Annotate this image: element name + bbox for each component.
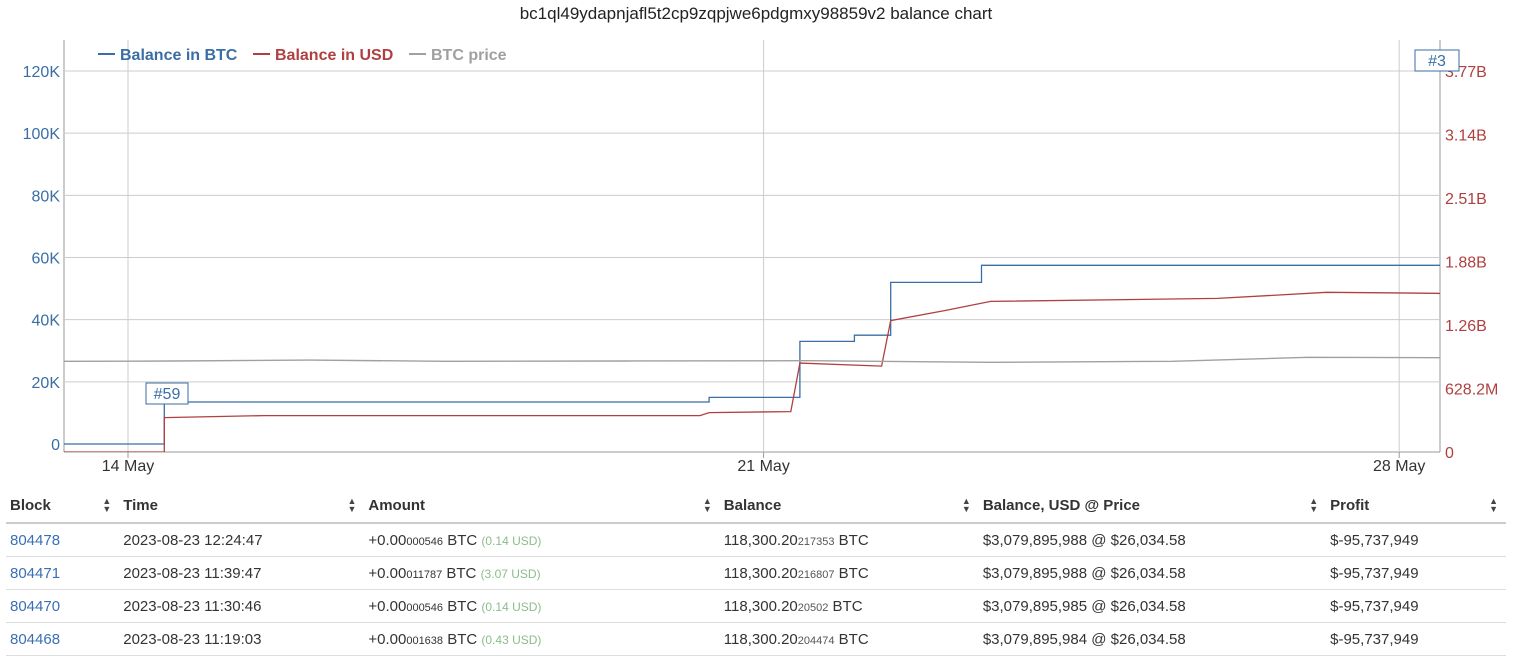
transactions-table: Block ▲ ▼ Time ▲ ▼ Amount ▲ ▼ Balance ▲ ▼ Balance, U…: [6, 488, 1506, 656]
left-tick-label: 120K: [23, 64, 61, 81]
block-link[interactable]: 804470: [10, 597, 61, 615]
table-row[interactable]: 804468 2023-08-23 11:19:03 +0.00001638 BTC…: [6, 622, 1506, 656]
sort-icon[interactable]: ▲ ▼: [702, 496, 712, 514]
left-tick-label: 60K: [32, 251, 61, 268]
column-header-label: Amount: [368, 496, 426, 514]
right-tick-label: 628.2M: [1445, 382, 1498, 399]
table-row[interactable]: 804478 2023-08-23 12:24:47 +0.00000546 BTC…: [6, 523, 1506, 557]
x-tick-label: 28 May: [1373, 458, 1425, 475]
left-tick-label: 80K: [32, 188, 61, 205]
block-link[interactable]: 804478: [10, 531, 61, 549]
balance-cell: 118,300.2020502 BTC: [719, 589, 979, 623]
column-header-label: Balance: [723, 496, 782, 514]
block-link[interactable]: 804471: [10, 564, 61, 582]
sort-icon[interactable]: ▲ ▼: [1309, 496, 1319, 514]
profit-cell: $-95,737,949: [1326, 622, 1506, 656]
block-link[interactable]: 804468: [10, 630, 61, 648]
chart-grid: [63, 40, 1441, 458]
right-tick-label: 2.51B: [1445, 191, 1487, 208]
profit-cell: $-95,737,949: [1326, 589, 1506, 623]
legend-item-balance-in-usd[interactable]: Balance in USD: [253, 47, 393, 64]
column-header-balance-usd-price[interactable]: Balance, USD @ Price ▲ ▼: [978, 488, 1327, 524]
time-cell: 2023-08-23 11:30:46: [119, 589, 365, 623]
balance-usd-cell: $3,079,895,985 @ $26,034.58: [978, 589, 1327, 623]
left-axis-ticks: 0 20K 40K 60K 80K 100K 120K: [23, 64, 61, 454]
left-tick-label: 100K: [23, 126, 61, 143]
table-body: 804478 2023-08-23 12:24:47 +0.00000546 BTC…: [6, 523, 1506, 656]
sort-icon[interactable]: ▲ ▼: [102, 496, 112, 514]
btc-price-line: [64, 356, 1440, 364]
table-row[interactable]: 804470 2023-08-23 11:30:46 +0.00000546 BTC…: [6, 589, 1506, 623]
annotation-label: #59: [154, 386, 181, 403]
chart-title: bc1ql49ydapnjafl5t2cp9zqpjwe6pdgmxy98859…: [519, 4, 993, 23]
balance-in-btc-line: [64, 264, 1440, 445]
x-tick-label: 14 May: [102, 458, 154, 475]
column-header-label: Profit: [1330, 496, 1370, 514]
chart-legend: Balance in BTC Balance in USD BTC price: [98, 47, 507, 64]
column-header-balance[interactable]: Balance ▲ ▼: [719, 488, 979, 524]
time-cell: 2023-08-23 12:24:47: [119, 523, 365, 557]
legend-item-btc-price[interactable]: BTC price: [409, 47, 507, 64]
amount-cell: +0.00011787 BTC (3.07 USD): [364, 556, 720, 590]
amount-cell: +0.00000546 BTC (0.14 USD): [364, 589, 720, 623]
legend-label: Balance in BTC: [120, 47, 238, 64]
annotation-flag[interactable]: [1414, 49, 1460, 72]
x-tick-label: 21 May: [737, 458, 789, 475]
balance-usd-cell: $3,079,895,988 @ $26,034.58: [978, 523, 1327, 557]
balance-cell: 118,300.20204474 BTC: [719, 622, 979, 656]
right-tick-label: 0: [1445, 445, 1454, 462]
left-tick-label: 20K: [32, 375, 61, 392]
balance-cell: 118,300.20216807 BTC: [719, 556, 979, 590]
sort-icon[interactable]: ▲ ▼: [961, 496, 971, 514]
column-header-label: Block: [10, 496, 51, 514]
table-row[interactable]: 804471 2023-08-23 11:39:47 +0.00011787 BTC…: [6, 556, 1506, 590]
annotations: #59 #3: [145, 49, 1460, 405]
time-cell: 2023-08-23 11:39:47: [119, 556, 365, 590]
column-header-block[interactable]: Block ▲ ▼: [6, 488, 120, 524]
column-header-amount[interactable]: Amount ▲ ▼: [364, 488, 720, 524]
table-header-row: Block ▲ ▼ Time ▲ ▼ Amount ▲ ▼ Balance ▲ ▼ Balance, U…: [6, 488, 1506, 524]
right-tick-label: 1.26B: [1445, 318, 1487, 335]
left-tick-label: 0: [51, 437, 60, 454]
amount-cell: +0.00000546 BTC (0.14 USD): [364, 523, 720, 557]
amount-cell: +0.00001638 BTC (0.43 USD): [364, 622, 720, 656]
legend-label: BTC price: [431, 47, 507, 64]
right-tick-label: 3.14B: [1445, 128, 1487, 145]
right-tick-label: 1.88B: [1445, 255, 1487, 272]
time-cell: 2023-08-23 11:19:03: [119, 622, 365, 656]
balance-chart: 0 20K 40K 60K 80K 100K 120K 0 628.2M 1.26B 1.88B 2…: [23, 40, 1498, 475]
column-header-label: Time: [123, 496, 158, 514]
balance-usd-cell: $3,079,895,988 @ $26,034.58: [978, 556, 1327, 590]
left-tick-label: 40K: [32, 313, 61, 330]
balance-cell: 118,300.20217353 BTC: [719, 523, 979, 557]
series-layer: [64, 264, 1440, 452]
profit-cell: $-95,737,949: [1326, 556, 1506, 590]
annotation-label: #3: [1428, 53, 1446, 70]
legend-label: Balance in USD: [275, 47, 393, 64]
sort-icon[interactable]: ▲ ▼: [347, 496, 357, 514]
legend-item-balance-in-btc[interactable]: Balance in BTC: [98, 47, 238, 64]
profit-cell: $-95,737,949: [1326, 523, 1506, 557]
sort-icon[interactable]: ▲ ▼: [1489, 496, 1498, 514]
column-header-label: Balance, USD @ Price: [982, 496, 1141, 514]
column-header-profit[interactable]: Profit ▲ ▼: [1326, 488, 1506, 524]
column-header-time[interactable]: Time ▲ ▼: [119, 488, 365, 524]
annotation-flag[interactable]: [145, 382, 189, 405]
balance-usd-cell: $3,079,895,984 @ $26,034.58: [978, 622, 1327, 656]
